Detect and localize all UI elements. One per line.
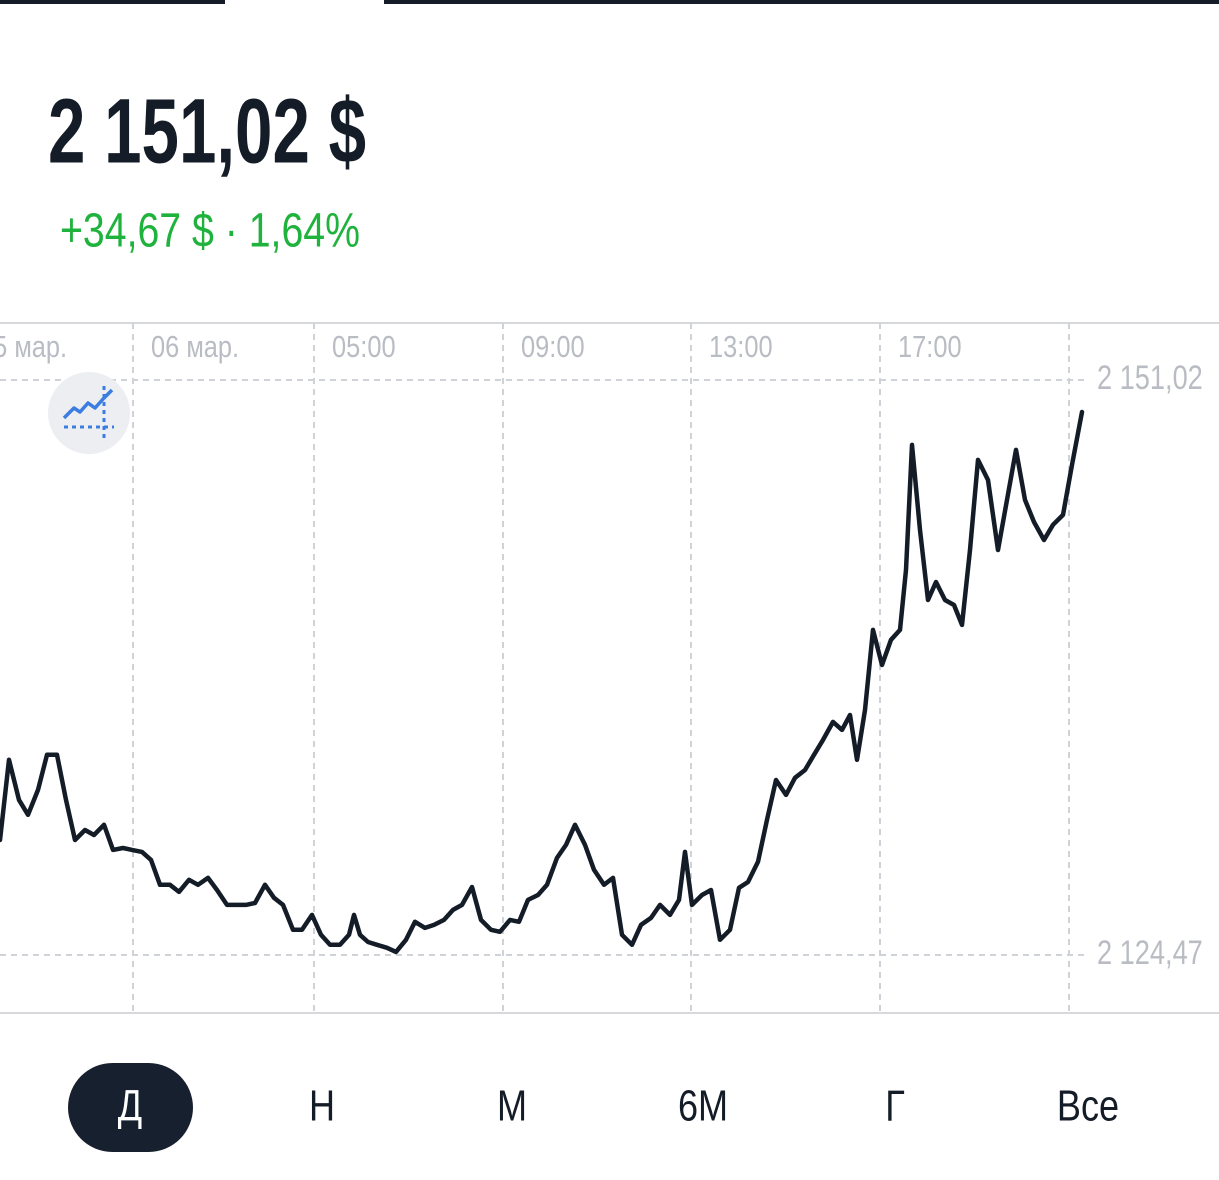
price-line bbox=[0, 409, 1085, 955]
price-change: +34,67 $ · 1,64% bbox=[60, 205, 360, 258]
chart-mode-button[interactable] bbox=[48, 372, 130, 454]
range-button[interactable]: Н bbox=[309, 1081, 335, 1130]
range-button[interactable]: Г bbox=[885, 1081, 905, 1130]
x-tick-label: 17:00 bbox=[898, 330, 962, 365]
range-button-label[interactable]: М bbox=[497, 1081, 527, 1130]
range-button[interactable]: Д bbox=[68, 1063, 193, 1152]
plot: 05 мар. 06 мар. 05:00 09:00 13:00 17:00 2 151,… bbox=[0, 323, 1203, 1013]
button-bg[interactable] bbox=[48, 372, 130, 454]
range-button[interactable]: 6М bbox=[678, 1081, 728, 1130]
x-tick-label: 05:00 bbox=[332, 330, 396, 365]
range-button[interactable]: М bbox=[497, 1081, 527, 1130]
price: 2 151,02 $ bbox=[48, 80, 366, 182]
selected-pill[interactable] bbox=[68, 1063, 193, 1152]
y-tick-label: 2 151,02 bbox=[1097, 358, 1203, 397]
range-button-label[interactable]: Д bbox=[118, 1081, 142, 1130]
range-buttons: Д Н М 6М Г Все bbox=[68, 1063, 1119, 1152]
tab-indicator bbox=[0, 0, 225, 4]
x-tick-label: 06 мар. bbox=[151, 330, 239, 365]
tab-indicator bbox=[384, 0, 1219, 4]
x-tick-label: 05 мар. bbox=[0, 330, 67, 365]
x-tick-label: 09:00 bbox=[521, 330, 585, 365]
range-button-label[interactable]: Все bbox=[1057, 1081, 1119, 1130]
y-tick-label: 2 124,47 bbox=[1097, 933, 1203, 972]
range-button[interactable]: Все bbox=[1057, 1081, 1119, 1130]
x-tick-label: 13:00 bbox=[709, 330, 773, 365]
range-button-label[interactable]: 6М bbox=[678, 1081, 728, 1130]
range-button-label[interactable]: Н bbox=[309, 1081, 335, 1130]
range-button-label[interactable]: Г bbox=[885, 1081, 905, 1130]
